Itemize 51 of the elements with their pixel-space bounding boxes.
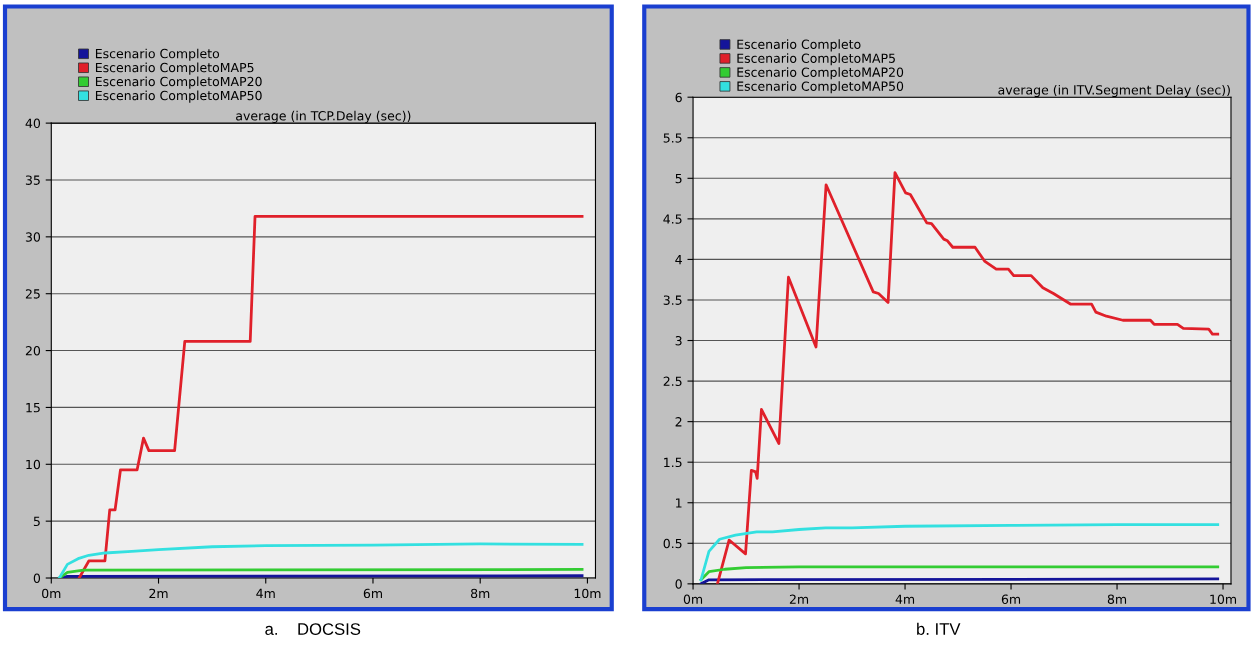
legend-label: Escenario CompletoMAP5 bbox=[95, 62, 254, 75]
y-tick-label: 25 bbox=[25, 289, 40, 299]
y-tick-label: 35 bbox=[25, 175, 40, 185]
x-tick-label: 2m bbox=[149, 588, 168, 598]
y-tick-label: 40 bbox=[25, 118, 41, 129]
x-tick-label: 8m bbox=[470, 588, 490, 599]
y-tick-label: 4 bbox=[675, 255, 682, 265]
x-tick-label: 6m bbox=[363, 588, 382, 599]
legend-label: Escenario CompletoMAP20 bbox=[737, 67, 904, 80]
line-series bbox=[77, 214, 584, 579]
legend-label: Escenario Completo bbox=[737, 39, 861, 52]
y-tick-label: 0 bbox=[33, 573, 41, 583]
y-tick-label: 1 bbox=[676, 498, 682, 508]
text: b. ITV bbox=[917, 622, 961, 635]
y-tick-label: 5 bbox=[33, 516, 40, 527]
y-tick-label: 5 bbox=[675, 173, 682, 184]
x-tick-label: 4m bbox=[256, 588, 275, 598]
y-tick-label: 20 bbox=[25, 346, 41, 356]
y-tick-label: 1.5 bbox=[664, 457, 682, 468]
legend-label: Escenario CompletoMAP20 bbox=[95, 76, 262, 89]
line-series bbox=[57, 542, 584, 579]
chart-title: average (in ITV.Segment Delay (sec)) bbox=[998, 84, 1230, 98]
legend-label: Escenario CompletoMAP50 bbox=[95, 90, 262, 103]
y-tick-label: 6 bbox=[675, 92, 682, 103]
line-series bbox=[699, 565, 1220, 582]
x-tick-label: 0m bbox=[683, 594, 703, 604]
x-tick-label: 6m bbox=[1001, 594, 1021, 604]
y-tick-label: 2.5 bbox=[663, 376, 682, 386]
y-tick-label: 2 bbox=[675, 417, 682, 427]
text: a. DOCSIS bbox=[265, 623, 361, 635]
y-tick-label: 15 bbox=[26, 403, 40, 413]
x-tick-label: 4m bbox=[895, 594, 915, 604]
y-tick-label: 0 bbox=[675, 579, 682, 589]
x-tick-label: 2m bbox=[789, 594, 809, 604]
x-tick-label: 10m bbox=[1210, 594, 1237, 604]
y-tick-label: 3.5 bbox=[663, 295, 682, 305]
x-tick-label: 0m bbox=[42, 588, 61, 599]
y-tick-label: 0.5 bbox=[663, 538, 682, 549]
x-tick-label: 10m bbox=[574, 588, 601, 599]
legend-label: Escenario Completo bbox=[95, 48, 220, 61]
y-tick-label: 10 bbox=[26, 459, 41, 470]
y-tick-label: 5.5 bbox=[663, 133, 682, 143]
line-series bbox=[716, 171, 1220, 584]
x-tick-label: 8m bbox=[1107, 594, 1127, 604]
chart-title: average (in TCP.Delay (sec)) bbox=[236, 110, 411, 123]
y-tick-label: 30 bbox=[25, 232, 41, 242]
legend-label: Escenario CompletoMAP5 bbox=[737, 53, 895, 66]
y-tick-label: 3 bbox=[675, 336, 682, 346]
line-series bbox=[699, 523, 1220, 582]
legend-label: Escenario CompletoMAP50 bbox=[737, 81, 904, 94]
y-tick-label: 4.5 bbox=[663, 214, 682, 224]
